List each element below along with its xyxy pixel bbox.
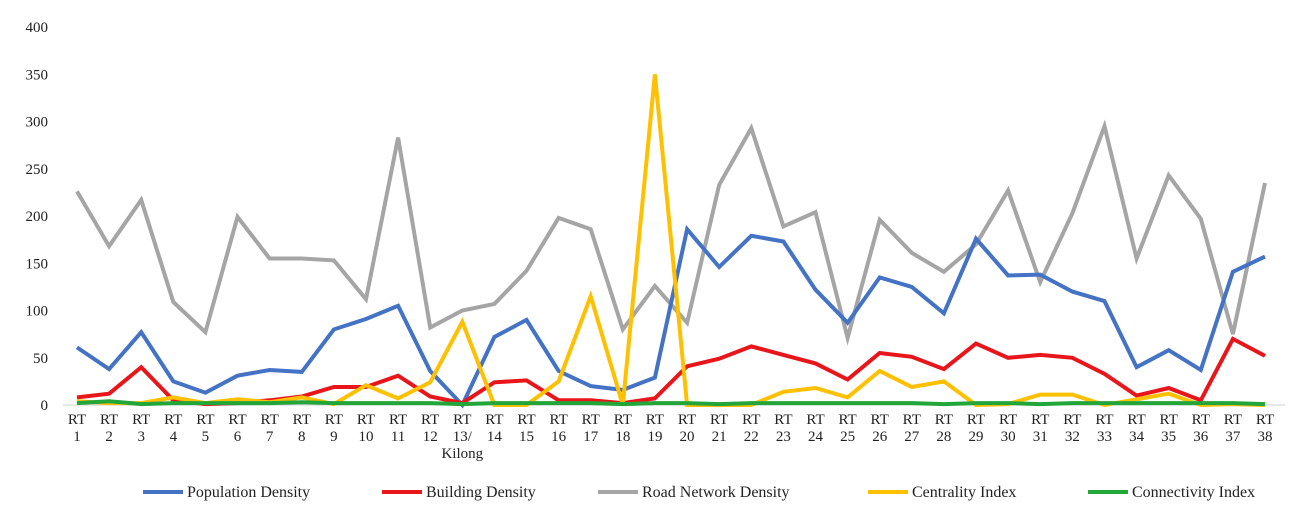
legend-label: Connectivity Index bbox=[1132, 484, 1255, 501]
x-tick-label: RT 13/Kilong bbox=[441, 412, 483, 462]
x-tick-label: RT 17 bbox=[582, 412, 600, 445]
x-tick-label: RT 7 bbox=[261, 412, 279, 445]
x-tick-label: RT 26 bbox=[871, 412, 889, 445]
x-tick-label: RT 5 bbox=[196, 412, 214, 445]
x-tick-label: RT 19 bbox=[646, 412, 664, 445]
x-tick-label: RT 23 bbox=[774, 412, 792, 445]
legend-item-building-density: Building Density bbox=[382, 484, 536, 501]
x-tick-label: RT 1 bbox=[68, 412, 86, 445]
x-tick-label: RT 30 bbox=[999, 412, 1017, 445]
legend-item-population-density: Population Density bbox=[143, 484, 310, 501]
x-tick-label: RT 18 bbox=[614, 412, 632, 445]
x-tick-label: RT 31 bbox=[1031, 412, 1049, 445]
y-tick-label: 150 bbox=[26, 256, 49, 272]
series-line-population-density bbox=[75, 224, 1266, 409]
x-tick-label: RT 36 bbox=[1192, 412, 1210, 445]
x-tick-label: RT 15 bbox=[517, 412, 535, 445]
legend-item-connectivity-index: Connectivity Index bbox=[1088, 484, 1255, 501]
x-tick-label: RT 32 bbox=[1063, 412, 1081, 445]
legend-item-centrality-index: Centrality Index bbox=[868, 484, 1016, 501]
y-axis-ticks: 0 50 100 150 200 250 300 350 400 bbox=[26, 20, 49, 414]
y-tick-label: 400 bbox=[26, 20, 49, 36]
x-tick-label: RT 24 bbox=[806, 412, 824, 445]
x-tick-label: RT 2 bbox=[100, 412, 118, 445]
legend-label: Centrality Index bbox=[912, 484, 1016, 501]
y-tick-label: 50 bbox=[33, 351, 48, 367]
y-tick-label: 200 bbox=[26, 209, 49, 225]
x-tick-label: RT 34 bbox=[1127, 412, 1145, 445]
y-tick-label: 300 bbox=[26, 115, 49, 131]
x-tick-label: RT 3 bbox=[132, 412, 150, 445]
legend: Population Density Building Density Road N… bbox=[143, 484, 1255, 501]
x-tick-label: RT 38 bbox=[1256, 412, 1274, 445]
x-tick-label: RT 9 bbox=[325, 412, 343, 445]
x-tick-label: RT 8 bbox=[293, 412, 311, 445]
y-tick-label: 100 bbox=[26, 304, 49, 320]
legend-label: Building Density bbox=[426, 484, 536, 501]
x-tick-label: RT 27 bbox=[903, 412, 921, 445]
y-tick-label: 250 bbox=[26, 162, 49, 178]
x-tick-label: RT 21 bbox=[710, 412, 728, 445]
x-tick-label: RT 10 bbox=[357, 412, 375, 445]
x-tick-label: RT 6 bbox=[228, 412, 246, 445]
series-lines bbox=[75, 74, 1267, 409]
x-tick-label: RT 22 bbox=[742, 412, 760, 445]
x-tick-label: RT 11 bbox=[389, 412, 407, 445]
x-tick-label: RT 35 bbox=[1160, 412, 1178, 445]
x-tick-label: RT 37 bbox=[1224, 412, 1242, 445]
x-tick-label: RT 20 bbox=[678, 412, 696, 445]
x-tick-label: RT 33 bbox=[1095, 412, 1113, 445]
x-tick-label: RT 28 bbox=[935, 412, 953, 445]
series-line-connectivity-index bbox=[76, 399, 1266, 407]
x-tick-label: RT 4 bbox=[164, 412, 182, 445]
legend-label: Road Network Density bbox=[642, 484, 790, 501]
y-tick-label: 350 bbox=[26, 67, 49, 83]
x-tick-label: RT 25 bbox=[838, 412, 856, 445]
legend-item-road-network-density: Road Network Density bbox=[598, 484, 790, 501]
y-tick-label: 0 bbox=[41, 398, 49, 414]
legend-label: Population Density bbox=[187, 484, 310, 501]
x-tick-label: RT 16 bbox=[549, 412, 567, 445]
x-tick-label: RT 14 bbox=[485, 412, 503, 445]
x-tick-label: RT 12 bbox=[421, 412, 439, 445]
x-tick-label: RT 29 bbox=[967, 412, 985, 445]
